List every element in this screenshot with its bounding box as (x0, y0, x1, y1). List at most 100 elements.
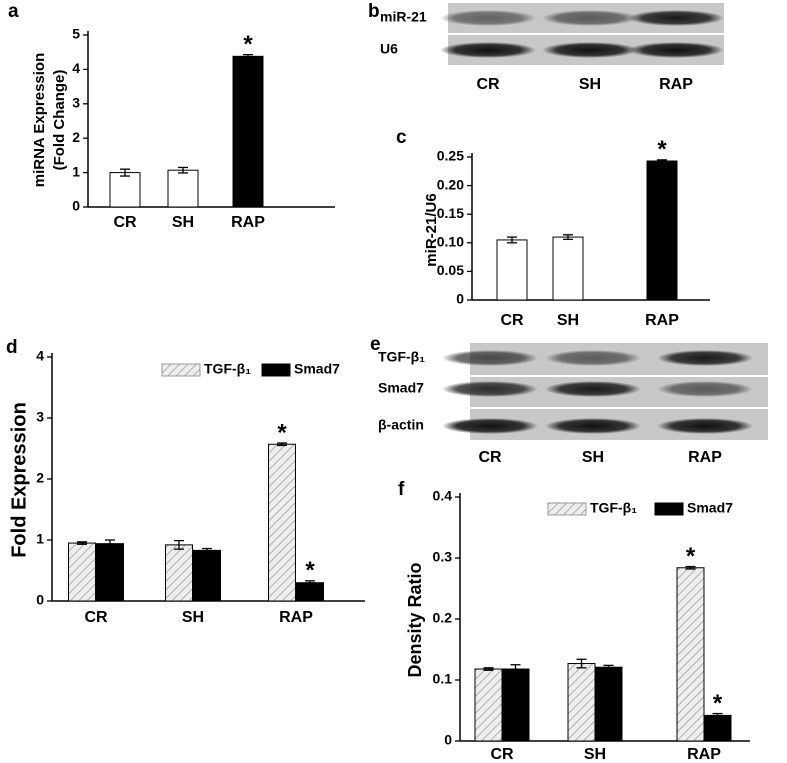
error-bar (712, 712, 723, 718)
x-tick-label: SH (172, 214, 194, 231)
bar (594, 666, 623, 742)
bar (296, 582, 324, 602)
blot-band (545, 381, 641, 397)
error-bar (174, 539, 184, 550)
blot-band (442, 418, 538, 434)
y-tick-label: 0 (72, 198, 80, 214)
bar (165, 544, 193, 602)
blot-row-label: Smad7 (378, 380, 424, 396)
legend-swatch (161, 363, 201, 377)
error-bar (510, 664, 521, 674)
blot-band (628, 10, 724, 26)
y-tick-label: 3 (72, 95, 80, 111)
x-tick-label: CR (84, 609, 108, 626)
blot-band (628, 42, 724, 58)
y-tick-label: 2 (72, 129, 80, 145)
blot-band (440, 42, 536, 58)
x-tick-label: SH (557, 312, 579, 329)
bar (96, 543, 124, 602)
error-bar (483, 667, 494, 671)
y-tick-label: 0.4 (433, 488, 453, 504)
x-tick-label: RAP (645, 312, 679, 329)
blot-lane-label: RAP (659, 76, 693, 93)
x-tick-label: SH (584, 746, 606, 763)
blot-band (542, 10, 638, 26)
y-tick-label: 5 (72, 26, 80, 42)
annotation: * (305, 557, 315, 584)
error-bar (305, 580, 315, 586)
y-tick-label: 2 (36, 470, 44, 486)
blot-band (440, 10, 536, 26)
error-bar (77, 541, 87, 545)
error-bar (603, 664, 614, 670)
x-tick-label: SH (182, 609, 204, 626)
error-bar (105, 539, 115, 548)
error-bar (202, 547, 212, 553)
blot-band (545, 350, 641, 366)
legend-swatch (547, 502, 587, 516)
blot-row-label: β-actin (378, 417, 424, 433)
blot-lane-label: RAP (688, 449, 722, 466)
y-tick-label: 0 (36, 592, 44, 608)
annotation: * (243, 31, 253, 58)
x-tick-label: RAP (687, 746, 721, 763)
blot-lane-label: CR (478, 449, 502, 466)
blot-row-label: miR-21 (380, 9, 427, 25)
bar (676, 567, 705, 742)
y-tick-label: 0.3 (433, 549, 453, 565)
panel-label: d (6, 337, 18, 358)
error-bar (120, 168, 130, 177)
x-tick-label: RAP (231, 214, 265, 231)
bar (193, 549, 221, 602)
blot-band (657, 381, 753, 397)
bar (567, 663, 596, 742)
y-tick-label: 0.25 (437, 148, 464, 164)
panel-label: a (8, 1, 19, 22)
blot-band (657, 418, 753, 434)
annotation: * (686, 543, 696, 570)
y-tick-label: 0 (456, 291, 464, 307)
bar (474, 668, 503, 742)
bar (703, 714, 732, 742)
error-bar (685, 565, 696, 570)
bar (167, 169, 199, 208)
annotation: * (713, 690, 723, 717)
y-tick-label: 1 (72, 163, 80, 179)
panel-label: b (368, 1, 380, 22)
blot-lane-label: SH (579, 76, 601, 93)
panel-label: e (370, 334, 381, 355)
bar (646, 160, 678, 301)
x-tick-label: RAP (279, 609, 313, 626)
bar (496, 239, 528, 301)
bar (68, 542, 96, 602)
blot-lane-label: CR (476, 76, 500, 93)
legend-label: TGF-β₁ (590, 500, 637, 516)
legend-swatch (654, 502, 684, 516)
bar (109, 172, 141, 208)
error-bar (507, 236, 517, 244)
x-tick-label: CR (500, 312, 524, 329)
error-bar (657, 159, 667, 163)
error-bar (576, 658, 587, 669)
bar (268, 443, 296, 602)
bar (232, 55, 264, 208)
y-tick-label: 4 (72, 60, 80, 76)
bar (501, 668, 530, 742)
y-axis-label: miR-21/U6 (423, 193, 440, 266)
y-tick-label: 4 (36, 348, 44, 364)
y-tick-label: 0.05 (437, 262, 464, 278)
y-tick-label: 1 (36, 531, 44, 547)
blot-band (542, 42, 638, 58)
x-tick-label: CR (490, 746, 514, 763)
panel-label: f (398, 479, 405, 500)
y-tick-label: 3 (36, 409, 44, 425)
error-bar (178, 166, 188, 174)
y-tick-label: 0.15 (437, 205, 464, 221)
blot-row-label: TGF-β₁ (378, 349, 425, 365)
y-tick-label: 0.1 (433, 671, 453, 687)
x-tick-label: CR (113, 214, 137, 231)
annotation: * (277, 419, 287, 446)
y-axis-label: Density Ratio (405, 562, 425, 677)
blot-band (442, 381, 538, 397)
